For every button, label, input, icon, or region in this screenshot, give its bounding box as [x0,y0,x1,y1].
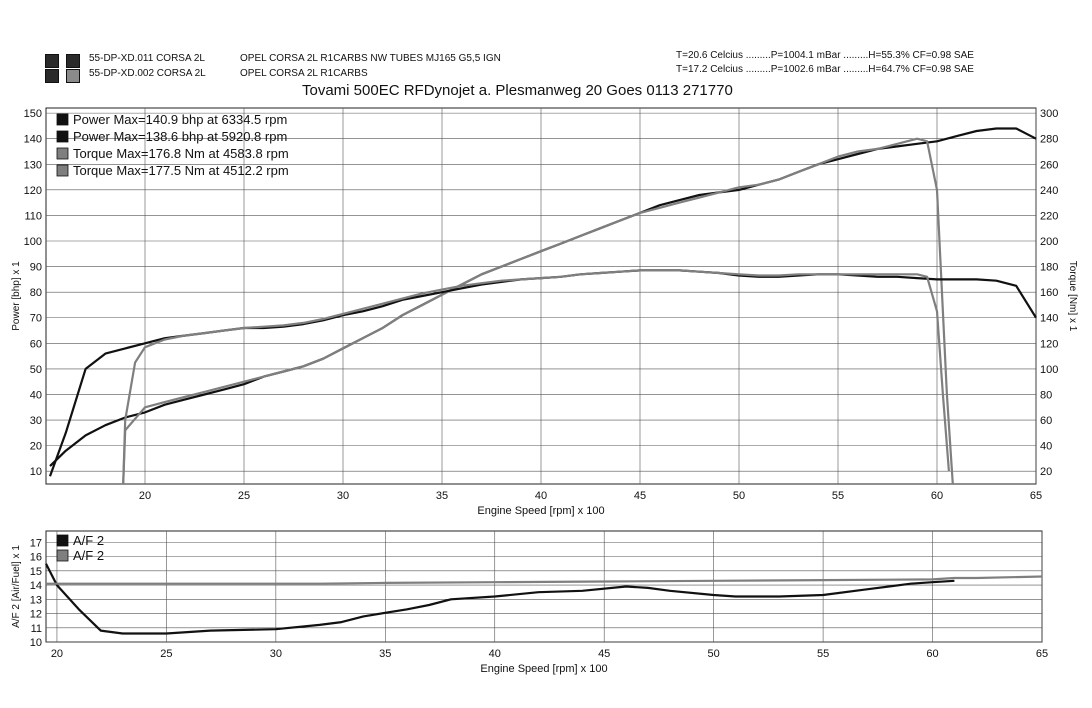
afr-y-axis-label: A/F 2 [Air/Fuel] x 1 [11,545,22,628]
run1-id: 55-DP-XD.011 CORSA 2L [89,53,205,64]
power-torque-y-tick-label: 100 [24,236,42,248]
power-torque-legend-entry: Torque Max=176.8 Nm at 4583.8 rpm [73,146,289,161]
power-torque-x-tick-label: 60 [931,490,943,502]
power-torque-y2-tick-label: 100 [1040,364,1058,376]
power-torque-legend-swatch [56,164,69,177]
power-torque-y2-tick-label: 40 [1040,441,1052,453]
afr-series-af-run2 [46,575,1043,585]
afr-x-tick-label: 65 [1036,648,1048,660]
power-torque-y2-tick-label: 160 [1040,287,1058,299]
power-torque-y-tick-label: 30 [30,415,42,427]
power-torque-y2-tick-label: 200 [1040,236,1058,248]
run1-swatch-a [45,54,59,68]
run1-description: OPEL CORSA 2L R1CARBS NW TUBES MJ165 G5,… [240,53,501,64]
power-torque-x-tick-label: 45 [634,490,646,502]
power-torque-y2-tick-label: 300 [1040,108,1058,120]
power-torque-legend-entry: Power Max=140.9 bhp at 6334.5 rpm [73,112,287,127]
dyno-header-title: Tovami 500EC RFDynojet a. Plesmanweg 20 … [302,82,733,99]
power-torque-y-tick-label: 150 [24,108,42,120]
power-torque-legend-entry: Power Max=138.6 bhp at 5920.8 rpm [73,129,287,144]
run2-id: 55-DP-XD.002 CORSA 2L [89,68,206,79]
afr-y-tick-label: 16 [30,552,42,564]
power-torque-x-tick-label: 25 [238,490,250,502]
afr-y-tick-label: 12 [30,609,42,621]
afr-y-tick-label: 10 [30,637,42,649]
run2-description: OPEL CORSA 2L R1CARBS [240,68,368,79]
power-torque-legend-swatch [56,113,69,126]
run1-conditions: T=20.6 Celcius .........P=1004.1 mBar ..… [676,50,974,61]
afr-y-tick-label: 13 [30,594,42,606]
power-torque-y-tick-label: 130 [24,159,42,171]
afr-legend-entry: A/F 2 [73,533,104,548]
power-torque-x-tick-label: 30 [337,490,349,502]
power-torque-y2-tick-label: 20 [1040,466,1052,478]
power-torque-y-tick-label: 120 [24,185,42,197]
power-torque-x-tick-label: 35 [436,490,448,502]
power-torque-y2-tick-label: 240 [1040,185,1058,197]
power-torque-y2-tick-label: 120 [1040,338,1058,350]
power-torque-y2-tick-label: 280 [1040,134,1058,146]
power-torque-y-tick-label: 70 [30,313,42,325]
power-torque-y-tick-label: 60 [30,338,42,350]
power-torque-y-tick-label: 40 [30,389,42,401]
power-torque-series-power-run1 [49,127,1037,467]
power-torque-y-axis-label: Power [bhp] x 1 [11,261,22,331]
power-torque-legend-swatch [56,147,69,160]
afr-x-tick-label: 50 [708,648,720,660]
power-torque-x-axis-label: Engine Speed [rpm] x 100 [477,505,604,517]
afr-legend-entry: A/F 2 [73,548,104,563]
run2-conditions: T=17.2 Celcius .........P=1002.6 mBar ..… [676,64,974,75]
power-torque-x-tick-label: 50 [733,490,745,502]
afr-y-tick-label: 11 [31,623,42,635]
power-torque-series-power-run2 [122,137,954,485]
afr-x-tick-label: 25 [160,648,172,660]
afr-x-tick-label: 30 [270,648,282,660]
power-torque-x-tick-label: 40 [535,490,547,502]
run1-swatch-b [66,54,80,68]
afr-y-tick-label: 14 [30,580,42,592]
power-torque-legend-swatch [56,130,69,143]
power-torque-legend-entry: Torque Max=177.5 Nm at 4512.2 rpm [73,163,289,178]
power-torque-x-tick-label: 65 [1030,490,1042,502]
afr-x-tick-label: 60 [926,648,938,660]
power-torque-y2-tick-label: 260 [1040,159,1058,171]
power-torque-y-tick-label: 20 [30,441,42,453]
afr-x-tick-label: 55 [817,648,829,660]
power-torque-y-tick-label: 50 [30,364,42,376]
power-torque-y-tick-label: 80 [30,287,42,299]
afr-series-af-run1 [45,563,955,635]
power-torque-x-tick-label: 55 [832,490,844,502]
run2-swatch-b [66,69,80,83]
power-torque-y2-tick-label: 140 [1040,313,1058,325]
power-torque-y-tick-label: 90 [30,262,42,274]
run2-swatch-a [45,69,59,83]
power-torque-y-tick-label: 10 [30,466,42,478]
power-torque-y2-tick-label: 180 [1040,262,1058,274]
afr-x-tick-label: 40 [489,648,501,660]
afr-legend-swatch [56,549,69,562]
power-torque-y2-tick-label: 60 [1040,415,1052,427]
power-torque-series-torque-run2 [122,269,950,485]
afr-x-tick-label: 20 [51,648,63,660]
power-torque-y2-tick-label: 80 [1040,389,1052,401]
power-torque-y2-tick-label: 220 [1040,210,1058,222]
afr-x-tick-label: 45 [598,648,610,660]
afr-y-tick-label: 15 [30,566,42,578]
afr-x-tick-label: 35 [379,648,391,660]
afr-legend-swatch [56,534,69,547]
power-torque-y-tick-label: 110 [24,210,42,222]
afr-x-axis-label: Engine Speed [rpm] x 100 [480,663,607,675]
afr-y-tick-label: 17 [30,537,42,549]
power-torque-y2-axis-label: Torque [Nm] x 1 [1067,261,1078,332]
power-torque-y-tick-label: 140 [24,134,42,146]
power-torque-x-tick-label: 20 [139,490,151,502]
